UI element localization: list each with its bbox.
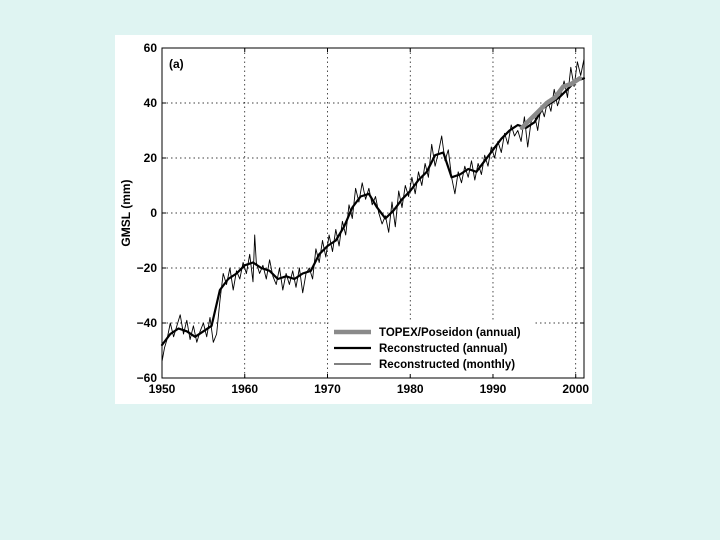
legend-label-reconstructed-monthly: Reconstructed (monthly)	[379, 359, 515, 371]
axis-ticks	[161, 47, 584, 379]
chart: 1950 1960 1970 1980 1990 2000 −60 −40 −20 0 20 40 60…	[115, 35, 592, 404]
y-tick-label: −20	[137, 261, 158, 275]
x-tick-label: 1950	[149, 382, 176, 396]
y-tick-label: 60	[144, 41, 158, 55]
legend-label-reconstructed-annual: Reconstructed (annual)	[379, 343, 508, 355]
series-line-thick-gray	[519, 76, 583, 131]
x-tick-label: 1970	[314, 382, 341, 396]
figure-panel: 1950 1960 1970 1980 1990 2000 −60 −40 −20 0 20 40 60…	[115, 35, 592, 404]
series-line-thick-black	[160, 77, 586, 347]
x-tick-label: 2000	[562, 382, 589, 396]
tick-labels: 1950 1960 1970 1980 1990 2000 −60 −40 −20 0 20 40 60	[137, 41, 590, 396]
x-tick-label: 1990	[480, 382, 507, 396]
y-tick-label: 40	[144, 96, 158, 110]
plot-lines	[160, 58, 586, 362]
y-tick-label: 20	[144, 151, 158, 165]
y-axis-title: GMSL (mm)	[119, 179, 133, 246]
y-tick-label: −60	[137, 371, 158, 385]
panel-label: (a)	[169, 57, 184, 71]
x-tick-label: 1960	[231, 382, 258, 396]
legend: TOPEX/Poseidon (annual) Reconstructed (a…	[329, 322, 535, 374]
x-tick-label: 1980	[397, 382, 424, 396]
legend-label-topex: TOPEX/Poseidon (annual)	[379, 327, 521, 339]
y-tick-label: 0	[150, 206, 157, 220]
y-tick-label: −40	[137, 316, 158, 330]
